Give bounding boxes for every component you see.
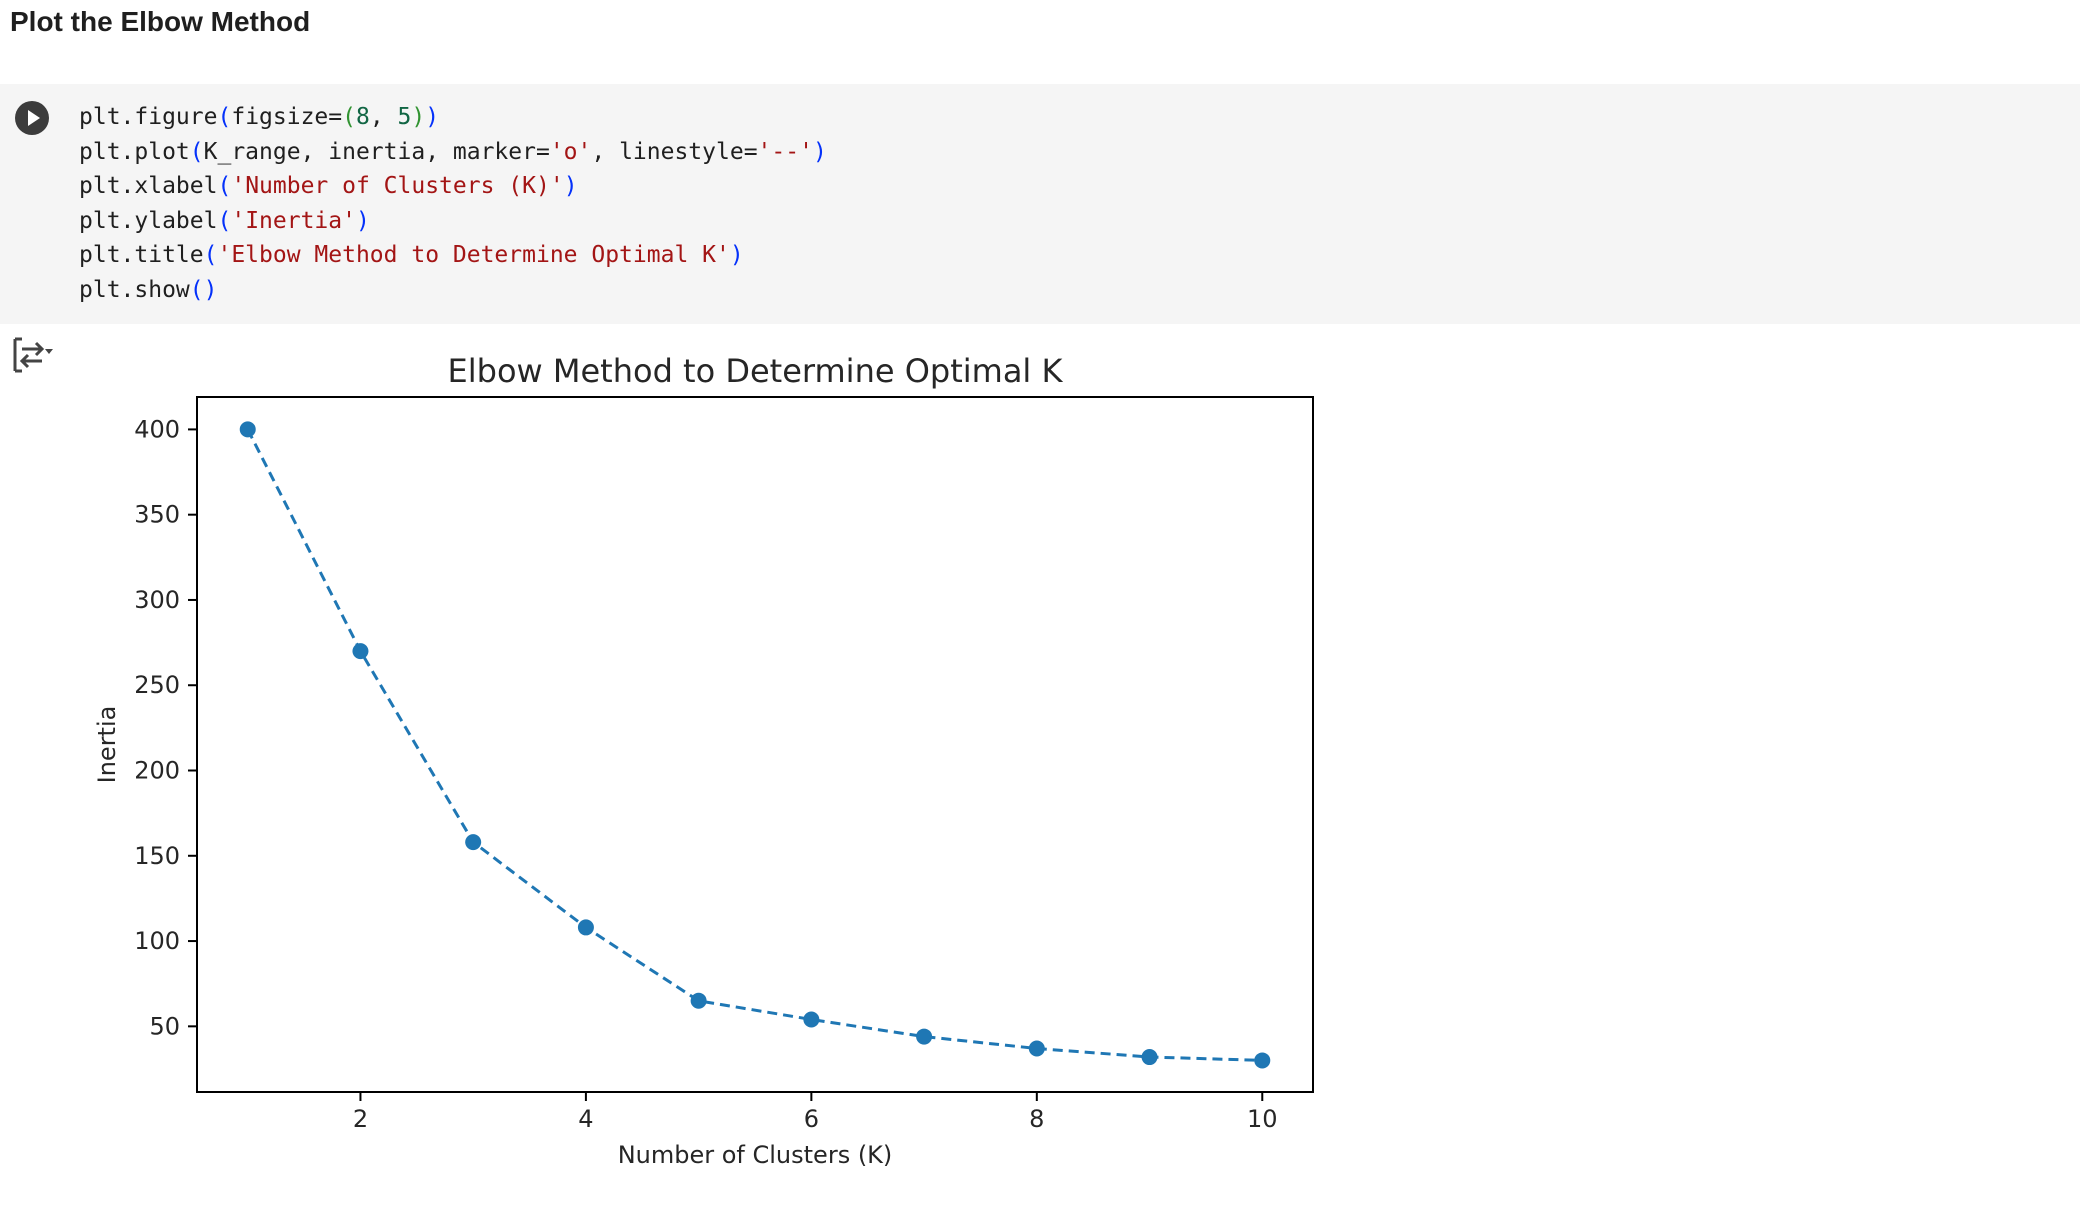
y-tick-label: 350 xyxy=(134,501,180,529)
data-point xyxy=(465,834,482,851)
code-line: plt.show() xyxy=(79,276,218,303)
data-point xyxy=(690,992,707,1009)
y-tick-label: 250 xyxy=(134,671,180,699)
play-icon xyxy=(28,110,40,126)
data-point xyxy=(1028,1040,1045,1057)
y-tick-label: 400 xyxy=(134,415,180,443)
data-point xyxy=(577,919,594,936)
x-tick-label: 8 xyxy=(1029,1105,1044,1133)
code-line: plt.plot(K_range, inertia, marker='o', l… xyxy=(79,138,827,165)
y-tick-label: 150 xyxy=(134,842,180,870)
data-point xyxy=(1141,1049,1158,1066)
y-tick-label: 300 xyxy=(134,586,180,614)
data-point xyxy=(352,643,369,660)
run-cell-button[interactable] xyxy=(15,101,49,135)
data-point xyxy=(916,1028,933,1045)
y-tick-label: 50 xyxy=(149,1012,180,1040)
data-point xyxy=(803,1011,820,1028)
series-line xyxy=(246,428,1263,1062)
x-tick-label: 2 xyxy=(353,1105,368,1133)
output-options-icon[interactable] xyxy=(12,336,54,374)
code-cell[interactable] xyxy=(0,84,2080,324)
data-point xyxy=(1254,1052,1271,1069)
y-tick-label: 200 xyxy=(134,757,180,785)
code-editor[interactable]: plt.figure(figsize=(8, 5)) plt.plot(K_ra… xyxy=(79,100,827,307)
x-tick-label: 6 xyxy=(804,1105,819,1133)
data-point xyxy=(239,421,256,438)
x-axis-label: Number of Clusters (K) xyxy=(618,1141,893,1169)
plot-area xyxy=(196,396,1314,1093)
chart-title: Elbow Method to Determine Optimal K xyxy=(448,352,1064,390)
code-line: plt.figure(figsize=(8, 5)) xyxy=(79,104,440,130)
code-line: plt.xlabel('Number of Clusters (K)') xyxy=(79,173,578,199)
y-tick-label: 100 xyxy=(134,927,180,955)
x-tick-label: 10 xyxy=(1247,1105,1278,1133)
code-line: plt.title('Elbow Method to Determine Opt… xyxy=(79,242,744,268)
x-tick-label: 4 xyxy=(578,1105,593,1133)
section-heading: Plot the Elbow Method xyxy=(10,6,311,37)
code-line: plt.ylabel('Inertia') xyxy=(79,207,370,234)
y-axis-label: Inertia xyxy=(93,706,121,784)
